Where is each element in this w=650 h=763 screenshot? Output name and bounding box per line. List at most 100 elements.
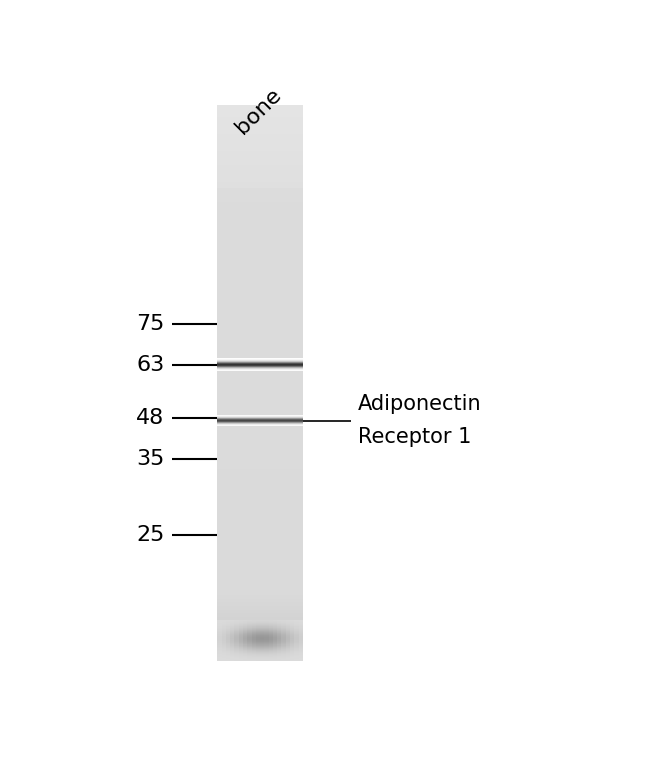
Bar: [239, 644, 243, 645]
Bar: [277, 632, 281, 633]
Bar: [294, 631, 298, 632]
Bar: [294, 650, 298, 651]
Bar: [243, 653, 247, 654]
Bar: [217, 623, 303, 626]
Bar: [235, 626, 239, 627]
Bar: [235, 623, 239, 624]
Bar: [273, 657, 277, 658]
Bar: [256, 638, 260, 639]
Bar: [273, 647, 277, 648]
Bar: [217, 626, 303, 628]
Bar: [298, 645, 303, 646]
Bar: [290, 626, 294, 627]
Bar: [239, 658, 243, 659]
Bar: [217, 433, 303, 436]
Bar: [294, 653, 298, 654]
Bar: [226, 642, 230, 643]
Bar: [230, 647, 235, 648]
Bar: [277, 658, 281, 659]
Bar: [217, 222, 303, 224]
Bar: [217, 505, 303, 508]
Bar: [281, 658, 286, 659]
Bar: [268, 652, 273, 653]
Bar: [217, 440, 303, 443]
Bar: [294, 622, 298, 623]
Bar: [222, 625, 226, 626]
Bar: [222, 620, 226, 621]
Bar: [247, 661, 252, 662]
Bar: [265, 620, 268, 621]
Bar: [217, 553, 303, 556]
Bar: [298, 630, 303, 631]
Bar: [217, 226, 303, 228]
Bar: [286, 645, 290, 646]
Bar: [235, 659, 239, 660]
Bar: [265, 636, 268, 637]
Bar: [217, 207, 303, 210]
Bar: [217, 237, 303, 240]
Bar: [290, 642, 294, 643]
Bar: [230, 658, 235, 659]
Bar: [273, 632, 277, 633]
Bar: [273, 653, 277, 654]
Bar: [298, 650, 303, 651]
Bar: [217, 120, 303, 123]
Bar: [290, 657, 294, 658]
Bar: [239, 620, 243, 621]
Bar: [217, 256, 303, 258]
Bar: [281, 631, 286, 632]
Bar: [217, 559, 303, 562]
Bar: [298, 647, 303, 648]
Bar: [217, 479, 303, 482]
Bar: [217, 135, 303, 137]
Bar: [290, 648, 294, 649]
Bar: [247, 640, 252, 641]
Bar: [268, 637, 273, 638]
Bar: [273, 658, 277, 659]
Bar: [281, 644, 286, 645]
Bar: [230, 652, 235, 653]
Bar: [243, 638, 247, 639]
Bar: [217, 629, 303, 632]
Bar: [247, 654, 252, 655]
Bar: [294, 636, 298, 637]
Bar: [260, 625, 265, 626]
Bar: [268, 641, 273, 642]
Bar: [277, 658, 281, 659]
Bar: [243, 634, 247, 635]
Bar: [217, 361, 303, 363]
Bar: [268, 644, 273, 645]
Bar: [235, 647, 239, 648]
Bar: [252, 645, 256, 646]
Bar: [277, 639, 281, 640]
Bar: [247, 629, 252, 630]
Bar: [256, 626, 260, 627]
Bar: [226, 645, 230, 646]
Bar: [273, 636, 277, 637]
Bar: [217, 187, 303, 189]
Bar: [230, 631, 235, 632]
Bar: [217, 622, 222, 623]
Bar: [260, 626, 265, 627]
Bar: [243, 657, 247, 658]
Bar: [281, 660, 286, 661]
Bar: [277, 631, 281, 632]
Bar: [256, 654, 260, 655]
Bar: [286, 635, 290, 636]
Bar: [273, 629, 277, 630]
Bar: [239, 628, 243, 629]
Bar: [256, 656, 260, 657]
Bar: [256, 649, 260, 650]
Bar: [256, 646, 260, 647]
Bar: [217, 626, 222, 627]
Bar: [239, 642, 243, 643]
Bar: [230, 640, 235, 641]
Bar: [281, 626, 286, 627]
Bar: [217, 196, 303, 199]
Bar: [217, 192, 303, 195]
Bar: [239, 652, 243, 653]
Bar: [247, 627, 252, 628]
Bar: [277, 638, 281, 639]
Bar: [217, 427, 303, 430]
Bar: [243, 626, 247, 627]
